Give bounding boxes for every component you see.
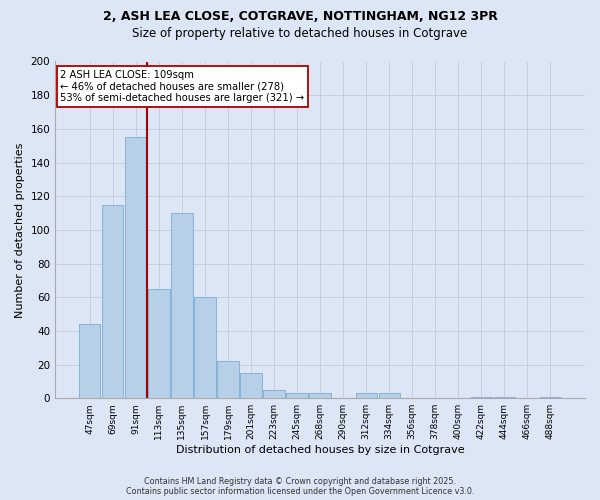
Bar — [540, 396, 561, 398]
Bar — [286, 393, 308, 398]
X-axis label: Distribution of detached houses by size in Cotgrave: Distribution of detached houses by size … — [176, 445, 464, 455]
Bar — [494, 396, 515, 398]
Text: 2 ASH LEA CLOSE: 109sqm
← 46% of detached houses are smaller (278)
53% of semi-d: 2 ASH LEA CLOSE: 109sqm ← 46% of detache… — [61, 70, 305, 103]
Bar — [217, 361, 239, 398]
Text: 2, ASH LEA CLOSE, COTGRAVE, NOTTINGHAM, NG12 3PR: 2, ASH LEA CLOSE, COTGRAVE, NOTTINGHAM, … — [103, 10, 497, 23]
Bar — [379, 393, 400, 398]
Bar — [102, 204, 124, 398]
Bar — [172, 213, 193, 398]
Bar — [241, 373, 262, 398]
Bar — [79, 324, 100, 398]
Bar — [148, 289, 170, 398]
Bar — [194, 297, 215, 398]
Y-axis label: Number of detached properties: Number of detached properties — [15, 142, 25, 318]
Bar — [310, 393, 331, 398]
Bar — [263, 390, 284, 398]
Bar — [356, 393, 377, 398]
Bar — [125, 138, 146, 398]
Bar — [470, 396, 492, 398]
Text: Size of property relative to detached houses in Cotgrave: Size of property relative to detached ho… — [133, 28, 467, 40]
Text: Contains HM Land Registry data © Crown copyright and database right 2025.
Contai: Contains HM Land Registry data © Crown c… — [126, 476, 474, 496]
